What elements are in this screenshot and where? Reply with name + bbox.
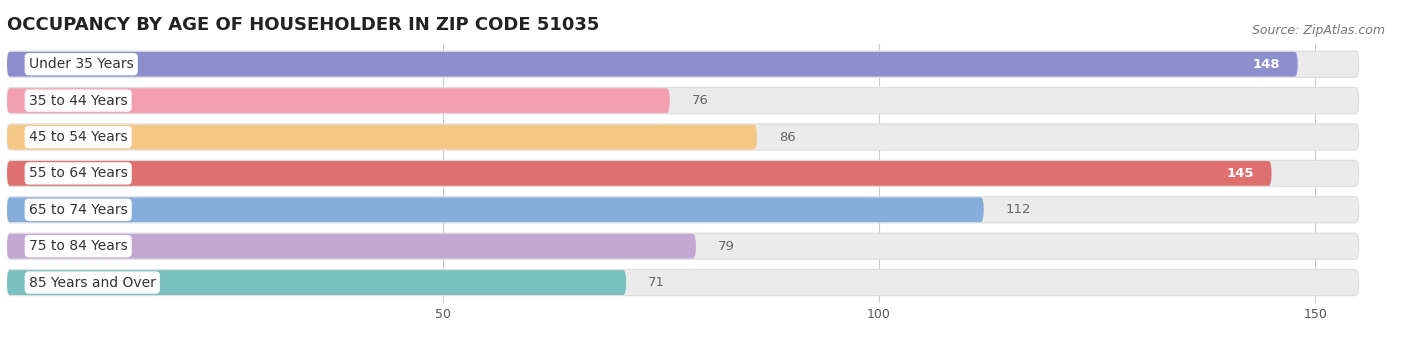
FancyBboxPatch shape [7, 88, 669, 113]
FancyBboxPatch shape [7, 197, 1358, 223]
Text: 65 to 74 Years: 65 to 74 Years [30, 203, 128, 217]
FancyBboxPatch shape [7, 124, 1358, 150]
Text: 45 to 54 Years: 45 to 54 Years [30, 130, 128, 144]
FancyBboxPatch shape [7, 125, 756, 149]
Text: Under 35 Years: Under 35 Years [30, 57, 134, 71]
Text: 79: 79 [718, 240, 735, 253]
Text: 85 Years and Over: 85 Years and Over [30, 276, 156, 290]
FancyBboxPatch shape [7, 233, 1358, 259]
Text: 76: 76 [692, 94, 709, 107]
Text: Source: ZipAtlas.com: Source: ZipAtlas.com [1251, 24, 1385, 37]
Text: 148: 148 [1253, 58, 1281, 71]
Text: 86: 86 [779, 131, 796, 143]
FancyBboxPatch shape [7, 52, 1298, 76]
Text: 35 to 44 Years: 35 to 44 Years [30, 94, 128, 108]
Text: 55 to 64 Years: 55 to 64 Years [30, 166, 128, 181]
FancyBboxPatch shape [7, 234, 696, 258]
FancyBboxPatch shape [7, 160, 1358, 187]
Text: 71: 71 [648, 276, 665, 289]
FancyBboxPatch shape [7, 198, 984, 222]
FancyBboxPatch shape [7, 161, 1271, 186]
Text: OCCUPANCY BY AGE OF HOUSEHOLDER IN ZIP CODE 51035: OCCUPANCY BY AGE OF HOUSEHOLDER IN ZIP C… [7, 16, 599, 34]
FancyBboxPatch shape [7, 51, 1358, 77]
FancyBboxPatch shape [7, 87, 1358, 114]
FancyBboxPatch shape [7, 270, 626, 295]
FancyBboxPatch shape [7, 270, 1358, 296]
Text: 145: 145 [1226, 167, 1254, 180]
Text: 75 to 84 Years: 75 to 84 Years [30, 239, 128, 253]
Text: 112: 112 [1005, 203, 1031, 216]
